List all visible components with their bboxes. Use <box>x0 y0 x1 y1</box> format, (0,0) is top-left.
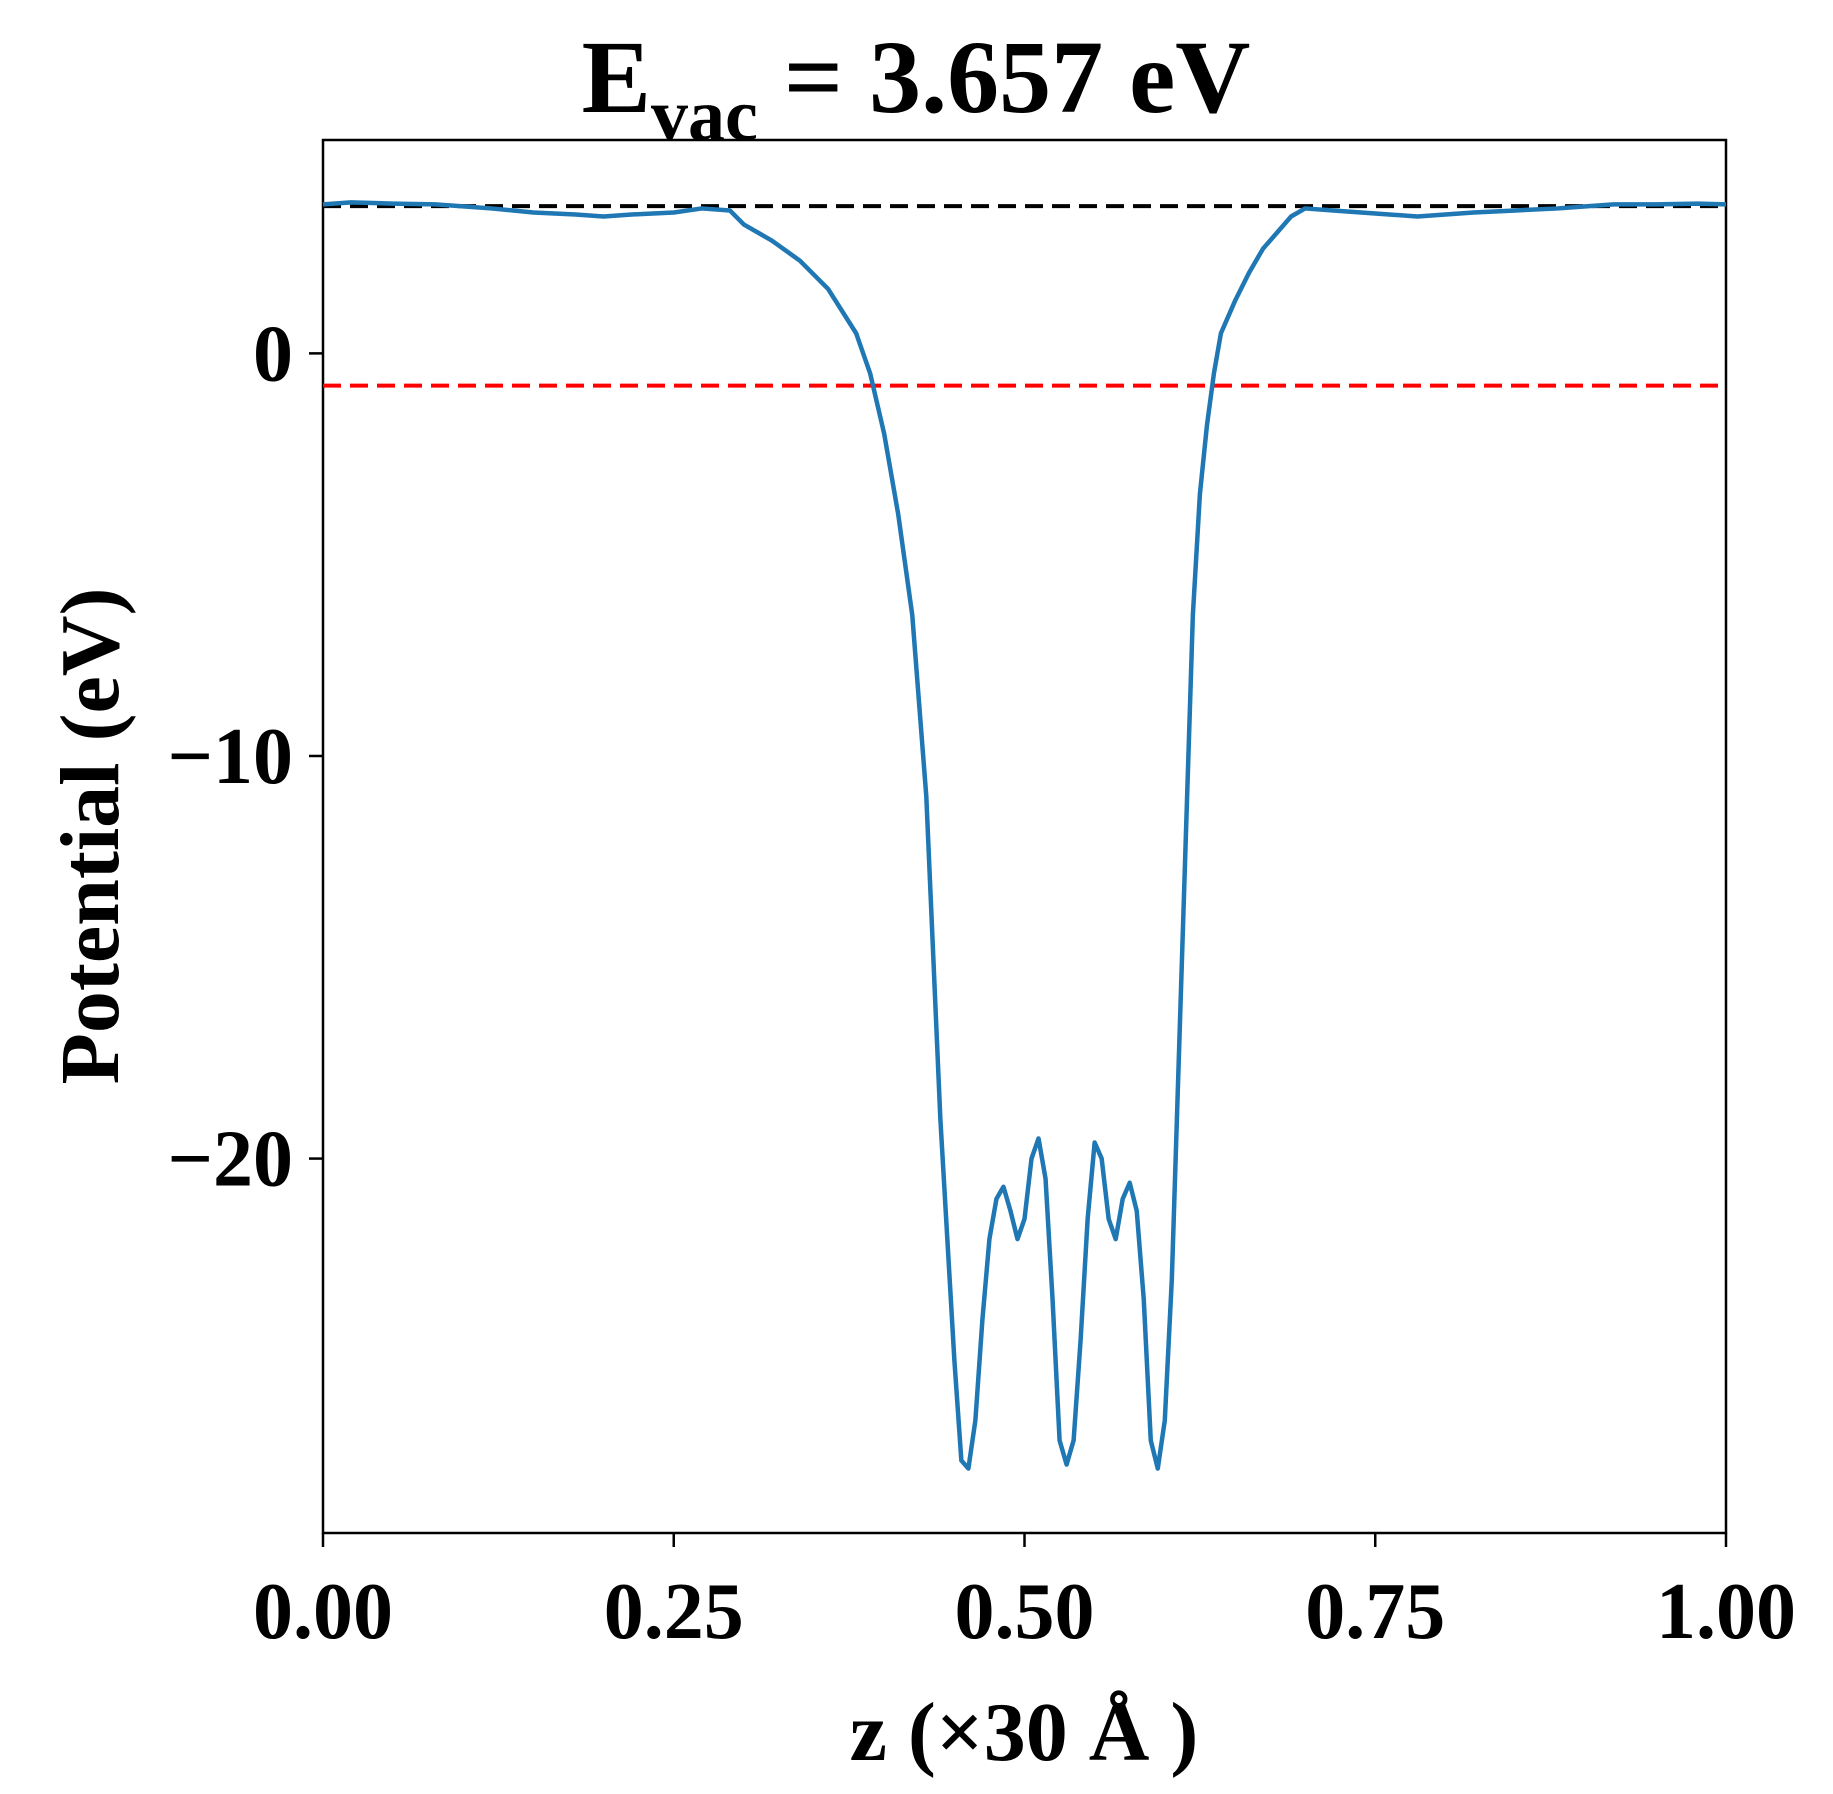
reference-lines <box>323 204 1726 388</box>
x-tick-label: 1.00 <box>1656 1568 1796 1656</box>
title-rest: = 3.657 eV <box>758 20 1251 135</box>
potential-series-line <box>322 200 1727 1471</box>
y-tick-label: −20 <box>167 1116 293 1204</box>
title-main: E <box>582 20 651 135</box>
x-tick-label: 0.25 <box>604 1568 744 1656</box>
y-axis-label: Potential (eV) <box>44 588 137 1085</box>
x-tick-label: 0.00 <box>253 1568 393 1656</box>
x-tick-label: 0.75 <box>1305 1568 1445 1656</box>
plot-frame <box>321 138 1728 1535</box>
series-group <box>322 200 1727 1471</box>
title-subscript: vac <box>651 75 758 157</box>
tick-group <box>309 352 1728 1547</box>
x-tick-label: 0.50 <box>955 1568 1095 1656</box>
tick-label-group: 0.00 0.25 0.50 0.75 1.00 0 −10 −20 <box>167 310 1796 1656</box>
y-tick-label: 0 <box>253 310 293 398</box>
x-axis-label: z (×30 Å ) <box>850 1686 1199 1779</box>
chart-title: Evac = 3.657 eV <box>582 20 1251 157</box>
y-tick-label: −10 <box>167 713 293 801</box>
